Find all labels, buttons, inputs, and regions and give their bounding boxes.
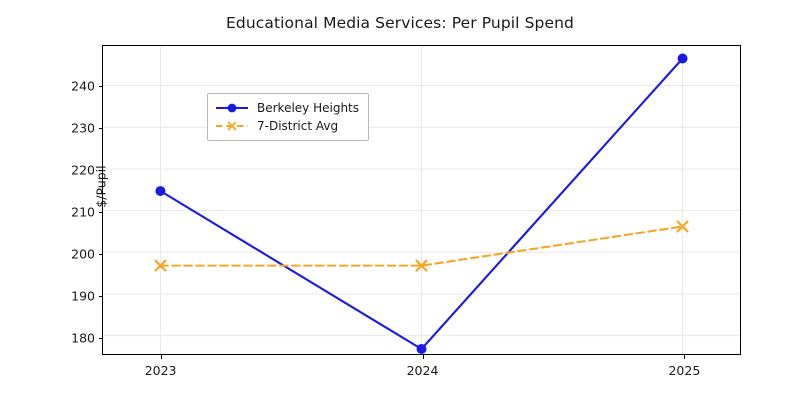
y-tick-label: 230 — [71, 120, 95, 136]
legend-swatch-berkeley-heights — [216, 103, 248, 113]
y-tick-mark — [98, 169, 103, 171]
x-tick-label: 2023 — [144, 363, 177, 378]
series-layer — [154, 53, 689, 354]
legend-swatch-district-avg — [216, 121, 248, 131]
series-line — [159, 225, 684, 267]
chart-legend: Berkeley Heights 7-District Avg — [207, 93, 370, 141]
y-tick-mark — [98, 85, 103, 87]
data-point-marker — [155, 186, 166, 197]
y-tick-label: 240 — [71, 78, 95, 94]
y-tick-label: 200 — [71, 246, 95, 262]
y-tick-mark — [98, 127, 103, 129]
legend-label-district-avg: 7-District Avg — [257, 119, 339, 133]
x-tick-label: 2024 — [406, 363, 439, 378]
x-tick-mark — [684, 354, 686, 359]
y-tick-mark — [98, 295, 103, 297]
y-tick-label: 220 — [71, 162, 95, 178]
y-tick-mark — [98, 253, 103, 255]
x-tick-mark — [422, 354, 424, 359]
data-point-marker — [415, 259, 428, 272]
legend-item-berkeley-heights: Berkeley Heights — [215, 99, 359, 117]
plot-area: $/Pupil 180 190 200 210 220 230 240 2023 2024 20… — [71, 45, 741, 378]
y-tick-mark — [98, 211, 103, 213]
y-axis-label: $/Pupil — [93, 165, 109, 208]
y-tick-label: 180 — [71, 330, 95, 346]
y-tick-label: 190 — [71, 288, 95, 304]
legend-item-district-avg: 7-District Avg — [215, 117, 359, 135]
data-point-marker — [676, 220, 689, 233]
data-point-marker — [154, 259, 167, 272]
y-tick-label: 210 — [71, 204, 95, 220]
y-tick-mark — [98, 337, 103, 339]
data-point-marker — [677, 53, 688, 64]
data-point-marker — [416, 344, 427, 354]
x-tick-label: 2025 — [668, 363, 701, 378]
chart-title: Educational Media Services: Per Pupil Sp… — [226, 14, 574, 32]
x-tick-mark — [160, 354, 162, 359]
legend-label-berkeley-heights: Berkeley Heights — [257, 101, 360, 115]
